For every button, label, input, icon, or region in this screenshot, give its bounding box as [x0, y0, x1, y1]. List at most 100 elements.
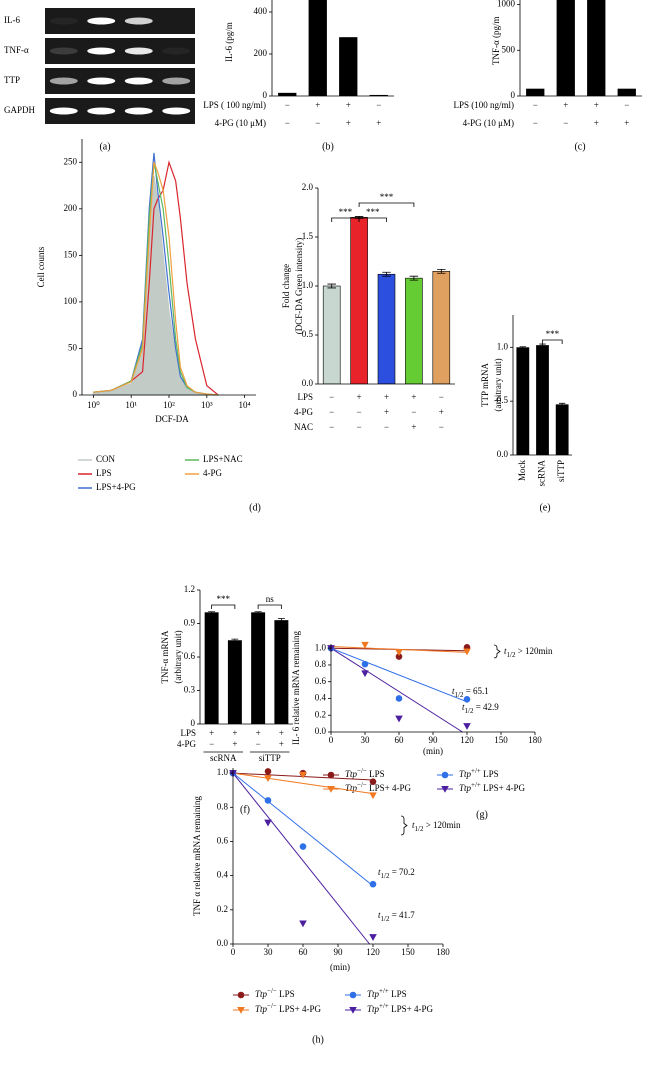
x-tick-label: 0: [329, 735, 334, 745]
y-tick-label: 1.2: [184, 584, 195, 594]
bar: [587, 0, 606, 96]
x-tick-label: 10¹: [125, 400, 137, 410]
condition-mark: +: [357, 392, 362, 402]
fit-line: [232, 772, 374, 795]
x-tick-label: 10⁴: [239, 400, 251, 410]
y-tick-label: 100: [64, 296, 78, 306]
condition-mark: +: [232, 728, 237, 738]
y-axis-label: TNF α relative mRNA remaining: [192, 796, 202, 916]
panel-caption: (d): [249, 502, 261, 513]
gel-band: [162, 47, 191, 55]
marker: [361, 670, 369, 678]
x-tick-label: siTTP: [556, 460, 566, 482]
marker: [395, 649, 403, 657]
condition-label: LPS: [180, 728, 196, 738]
marker: [361, 660, 369, 668]
legend-label: LPS: [96, 468, 112, 478]
line: [93, 162, 219, 396]
y-axis-label: Fold change: [281, 264, 291, 308]
panel-caption: (g): [476, 809, 488, 820]
y-tick-label: 0.2: [217, 904, 228, 914]
y-tick-label: 1.0: [497, 341, 509, 351]
condition-label: LPS: [297, 392, 313, 402]
bar: [204, 612, 219, 724]
significance-bracket: [542, 339, 563, 344]
significance-label: ***: [366, 207, 380, 217]
condition-mark: −: [533, 118, 538, 128]
legend-label: LPS+4-PG: [96, 482, 136, 492]
bar: [377, 273, 396, 384]
condition-mark: −: [563, 118, 568, 128]
legend-label: Ttp+/+ LPS+ 4-PG: [459, 781, 525, 793]
significance-bracket: [211, 604, 236, 609]
marker: [395, 653, 403, 660]
legend-label: Ttp+/+ LPS: [367, 987, 407, 999]
error-bar: [254, 611, 262, 614]
group-label: siTTP: [259, 753, 281, 763]
marker: [395, 715, 403, 723]
legend-marker: [237, 991, 245, 999]
marker: [463, 648, 471, 656]
gel-band: [87, 77, 116, 85]
marker: [264, 797, 272, 804]
y-tick-label: 150: [64, 249, 78, 259]
error-bar: [558, 402, 566, 406]
x-tick-label: scRNA: [537, 460, 547, 487]
marker: [463, 696, 471, 703]
group-label: scRNA: [210, 753, 237, 763]
bar: [432, 270, 451, 384]
bar: [227, 640, 242, 724]
x-tick-label: Mock: [517, 460, 527, 481]
bar: [308, 0, 327, 96]
legend-label: Ttp−/− LPS+ 4-PG: [255, 1002, 321, 1014]
condition-mark: +: [279, 728, 284, 738]
condition-mark: −: [285, 100, 290, 110]
y-axis-label: Cell counts: [36, 246, 46, 287]
y-tick-label: 500: [502, 44, 516, 54]
gel-band: [124, 47, 153, 55]
condition-mark: −: [439, 422, 444, 432]
bar: [555, 404, 569, 455]
marker: [299, 843, 307, 850]
marker: [264, 768, 272, 775]
condition-mark: −: [329, 407, 334, 417]
y-axis-label: TNF-α mRNA: [160, 630, 170, 683]
x-tick-label: 60: [299, 947, 309, 957]
gel-band: [162, 77, 191, 85]
fit-line: [232, 772, 374, 887]
marker: [369, 778, 377, 785]
bar: [350, 217, 368, 384]
y-tick-label: 1.0: [217, 767, 229, 777]
fit-line: [232, 772, 370, 945]
gel-lane-strip: [45, 8, 195, 34]
panel-caption: (h): [312, 1034, 324, 1045]
significance-bracket: [358, 202, 415, 207]
significance-label: ***: [339, 207, 353, 217]
condition-mark: +: [594, 100, 599, 110]
x-tick-label: 180: [436, 947, 450, 957]
error-bar: [382, 271, 391, 277]
condition-mark: −: [411, 407, 416, 417]
gel-row-label: TNF-α: [4, 45, 29, 55]
condition-mark: −: [256, 739, 261, 749]
x-tick-label: 30: [361, 735, 371, 745]
y-tick-label: 0.6: [217, 836, 229, 846]
annotation: t1/2 > 120min: [412, 820, 461, 833]
condition-mark: +: [279, 739, 284, 749]
condition-mark: +: [209, 728, 214, 738]
x-axis-label: DCF-DA: [155, 414, 189, 424]
fit-line: [330, 647, 463, 733]
gel-row-label: TTP: [4, 75, 20, 85]
annotation: t1/2 = 70.2: [378, 867, 415, 880]
y-axis-label: IL-6 (pg/m: [224, 22, 234, 62]
marker: [299, 920, 307, 928]
gel-row-label: GAPDH: [4, 105, 36, 115]
condition-label: 4-PG (10 μM): [215, 118, 266, 128]
marker: [299, 771, 307, 779]
significance-bracket: [358, 217, 387, 222]
legend-marker: [349, 991, 357, 999]
condition-mark: +: [384, 392, 389, 402]
condition-mark: +: [346, 118, 351, 128]
y-tick-label: 0.0: [315, 726, 327, 736]
gel-band: [124, 77, 153, 85]
